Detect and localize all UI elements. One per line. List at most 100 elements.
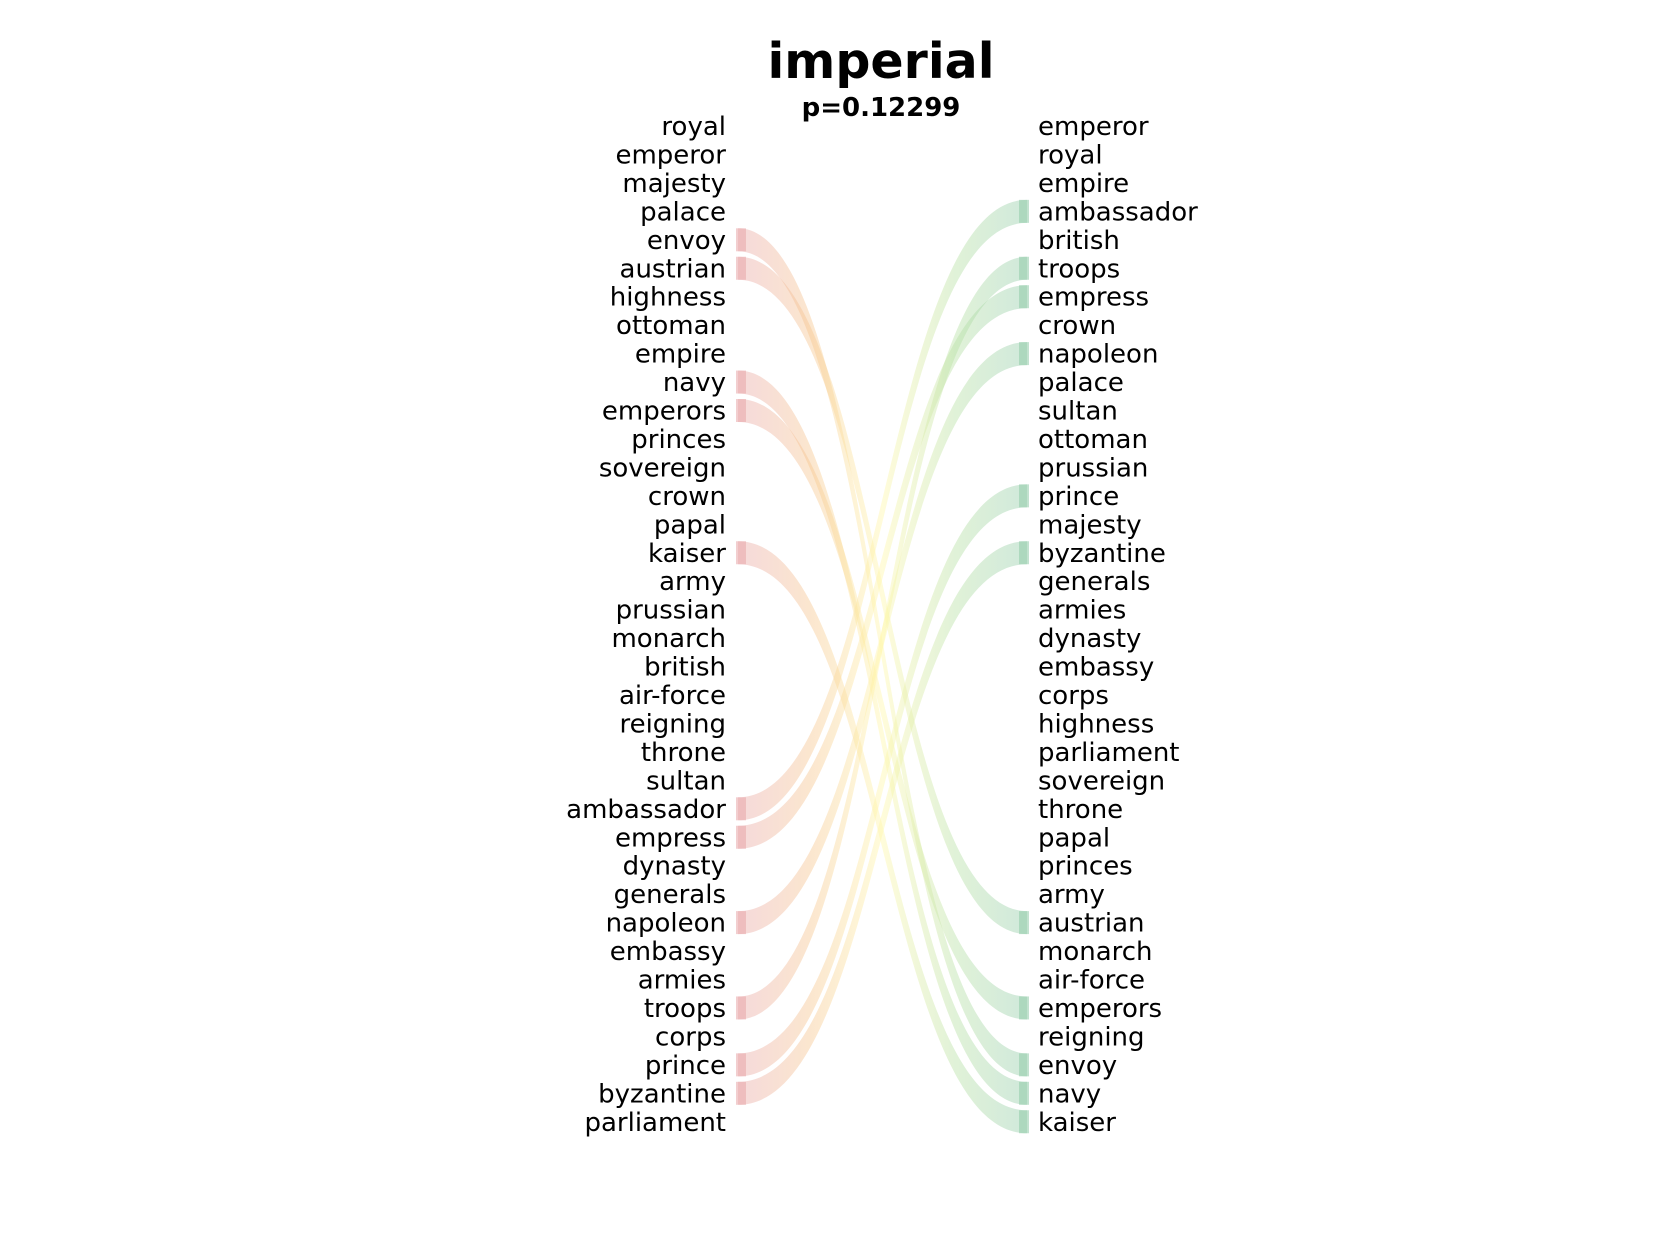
link-start-emperors	[736, 399, 746, 422]
rank-links	[736, 199, 1029, 1134]
left-word-ambassador: ambassador	[566, 795, 726, 825]
left-word-prussian: prussian	[616, 596, 726, 626]
right-word-navy: navy	[1038, 1079, 1101, 1109]
left-word-army: army	[659, 567, 726, 597]
right-word-prussian: prussian	[1038, 453, 1148, 483]
link-end-byzantine	[1019, 541, 1029, 565]
right-word-armies: armies	[1038, 596, 1126, 626]
right-word-empire: empire	[1038, 169, 1129, 199]
left-word-armies: armies	[638, 966, 726, 996]
right-word-corps: corps	[1038, 681, 1109, 711]
left-word-troops: troops	[644, 994, 726, 1024]
right-word-papal: papal	[1038, 823, 1110, 853]
link-start-navy	[736, 370, 746, 394]
link-start-prince	[736, 1053, 746, 1077]
left-word-austrian: austrian	[620, 254, 726, 284]
left-word-byzantine: byzantine	[598, 1079, 726, 1109]
right-word-palace: palace	[1038, 368, 1124, 398]
link-austrian	[738, 256, 1027, 935]
left-word-prince: prince	[645, 1051, 726, 1081]
link-prince	[738, 484, 1027, 1077]
left-word-embassy: embassy	[610, 937, 726, 967]
left-word-empress: empress	[615, 823, 726, 853]
right-word-list: emperorroyalempireambassadorbritishtroop…	[1038, 112, 1198, 1138]
left-word-emperors: emperors	[602, 397, 726, 427]
link-end-ambassador	[1019, 199, 1029, 223]
link-end-troops	[1019, 256, 1029, 280]
link-troops	[738, 256, 1027, 1020]
right-word-embassy: embassy	[1038, 653, 1154, 683]
link-start-troops	[736, 996, 746, 1020]
left-word-throne: throne	[641, 738, 726, 768]
right-word-monarch: monarch	[1038, 937, 1153, 967]
link-end-austrian	[1019, 911, 1029, 935]
left-word-british: british	[644, 653, 726, 683]
left-word-monarch: monarch	[611, 624, 726, 654]
left-word-majesty: majesty	[622, 169, 726, 199]
link-start-kaiser	[736, 541, 746, 565]
left-word-napoleon: napoleon	[606, 909, 726, 939]
left-word-royal: royal	[661, 112, 726, 142]
right-word-army: army	[1038, 880, 1105, 910]
left-word-list: royalemperormajestypalaceenvoyaustrianhi…	[566, 112, 726, 1138]
chart-subtitle: p=0.12299	[802, 93, 961, 123]
right-word-austrian: austrian	[1038, 909, 1144, 939]
right-word-majesty: majesty	[1038, 510, 1142, 540]
link-end-emperors	[1019, 996, 1029, 1020]
link-kaiser	[738, 541, 1027, 1134]
right-word-crown: crown	[1038, 311, 1116, 341]
link-start-byzantine	[736, 1081, 746, 1105]
left-word-parliament: parliament	[584, 1108, 726, 1138]
link-byzantine	[738, 541, 1027, 1105]
link-end-prince	[1019, 484, 1029, 508]
left-word-envoy: envoy	[647, 226, 726, 256]
link-empress	[738, 285, 1027, 849]
right-word-princes: princes	[1038, 852, 1133, 882]
left-word-crown: crown	[648, 482, 726, 512]
link-start-ambassador	[736, 797, 746, 821]
right-word-troops: troops	[1038, 254, 1120, 284]
right-word-ambassador: ambassador	[1038, 197, 1198, 227]
left-word-corps: corps	[655, 1022, 726, 1052]
link-end-napoleon	[1019, 342, 1029, 366]
right-word-royal: royal	[1038, 140, 1103, 170]
link-end-empress	[1019, 285, 1029, 309]
link-end-kaiser	[1019, 1110, 1029, 1134]
left-word-emperor: emperor	[615, 140, 726, 170]
link-end-navy	[1019, 1081, 1029, 1105]
left-word-papal: papal	[654, 510, 726, 540]
right-word-emperors: emperors	[1038, 994, 1162, 1024]
right-word-emperor: emperor	[1038, 112, 1149, 142]
link-navy	[738, 370, 1027, 1105]
right-word-napoleon: napoleon	[1038, 340, 1158, 370]
right-word-byzantine: byzantine	[1038, 539, 1166, 569]
left-word-kaiser: kaiser	[648, 539, 726, 569]
right-word-prince: prince	[1038, 482, 1119, 512]
right-word-dynasty: dynasty	[1038, 624, 1141, 654]
right-word-british: british	[1038, 226, 1120, 256]
link-ambassador	[738, 199, 1027, 821]
right-word-empress: empress	[1038, 283, 1149, 313]
right-word-reigning: reigning	[1038, 1022, 1145, 1052]
left-word-reigning: reigning	[619, 709, 726, 739]
left-word-generals: generals	[614, 880, 726, 910]
left-word-palace: palace	[640, 197, 726, 227]
link-start-austrian	[736, 256, 746, 280]
right-word-ottoman: ottoman	[1038, 425, 1148, 455]
link-envoy	[738, 228, 1027, 1077]
link-start-empress	[736, 825, 746, 849]
left-word-dynasty: dynasty	[623, 852, 726, 882]
right-word-kaiser: kaiser	[1038, 1108, 1116, 1138]
right-word-parliament: parliament	[1038, 738, 1180, 768]
chart-title: imperial	[768, 33, 995, 90]
link-start-envoy	[736, 228, 746, 252]
left-word-sultan: sultan	[646, 766, 726, 796]
link-emperors	[738, 399, 1027, 1020]
link-end-envoy	[1019, 1053, 1029, 1077]
right-word-air-force: air-force	[1038, 966, 1145, 996]
left-word-navy: navy	[663, 368, 726, 398]
left-word-sovereign: sovereign	[599, 453, 726, 483]
right-word-sultan: sultan	[1038, 397, 1118, 427]
left-word-empire: empire	[635, 340, 726, 370]
